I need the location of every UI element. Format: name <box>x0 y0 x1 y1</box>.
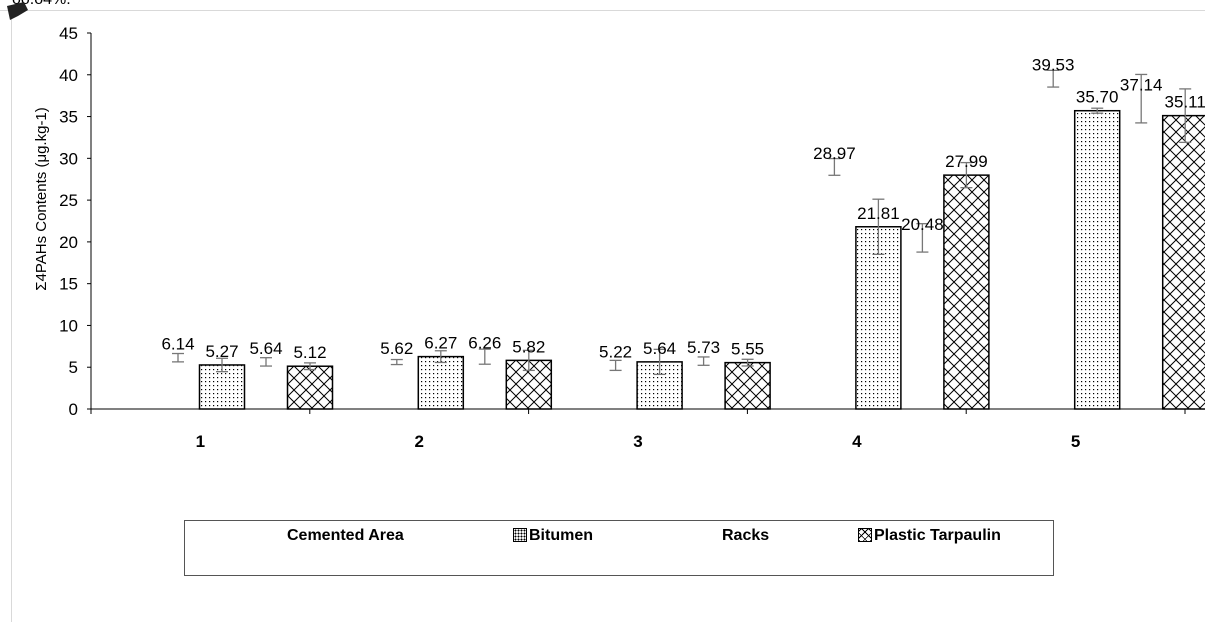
y-tick-label: 40 <box>59 66 78 85</box>
frame-top-border <box>0 10 1205 11</box>
y-tick-label: 25 <box>59 191 78 210</box>
data-label: 35.70 <box>1076 88 1119 107</box>
data-label: 28.97 <box>813 144 856 163</box>
bar-bitumen <box>198 364 246 410</box>
legend-item-bitumen: Bitumen <box>513 527 593 545</box>
bar-plastic-tarpaulin <box>1161 114 1205 410</box>
x-tick-label: 4 <box>852 432 862 451</box>
y-tick-label: 35 <box>59 108 78 127</box>
data-label: 37.14 <box>1120 76 1163 95</box>
bar-plastic-tarpaulin <box>943 174 990 410</box>
bar-cemented-area <box>156 358 201 409</box>
data-label: 5.73 <box>687 338 720 357</box>
data-label: 20.48 <box>901 215 944 234</box>
bar-bitumen <box>855 226 902 410</box>
x-axis: 1 2 3 4 5 <box>90 408 1186 451</box>
y-tick-label: 20 <box>59 233 78 252</box>
legend-item-racks: Racks <box>722 527 769 545</box>
y-tick-label: 5 <box>69 358 78 377</box>
legend-label: Racks <box>722 527 770 544</box>
data-label: 5.64 <box>643 339 676 358</box>
data-label: 6.27 <box>424 334 457 353</box>
data-label: 6.26 <box>468 334 501 353</box>
bar-cemented-area <box>374 362 419 409</box>
data-label: 5.64 <box>249 339 282 358</box>
bar-racks <box>681 361 726 409</box>
y-tick-label: 30 <box>59 149 78 168</box>
bar-cemented-area <box>1031 79 1076 409</box>
data-label: 5.62 <box>380 339 413 358</box>
y-axis-label: Σ4PAHs Contents (μg.kg-1) <box>33 107 50 291</box>
bar-bitumen <box>1073 109 1121 410</box>
bar-racks <box>900 238 945 409</box>
bar-plastic-tarpaulin <box>286 365 334 410</box>
data-label: 5.12 <box>293 343 326 362</box>
bar-bitumen <box>417 355 465 410</box>
y-tick-label: 45 <box>59 24 78 43</box>
data-label: 27.99 <box>945 152 988 171</box>
legend-label: Bitumen <box>529 527 593 544</box>
bar-racks <box>1119 99 1164 409</box>
x-tick-label: 2 <box>414 432 423 451</box>
data-labels-group: 6.14 5.62 5.22 28.97 39.53 5.27 6.27 5.64 21.81 3… <box>161 56 1205 363</box>
data-label: 5.27 <box>205 342 238 361</box>
x-tick-label: 3 <box>633 432 642 451</box>
legend-label: Cemented Area <box>287 527 404 544</box>
bar-plastic-tarpaulin <box>724 361 771 410</box>
legend-item-cemented-area: Cemented Area <box>287 527 404 545</box>
data-label: 21.81 <box>857 204 900 223</box>
frame-left-border <box>11 10 12 622</box>
x-tick-label: 1 <box>196 432 205 451</box>
bar-cemented-area <box>593 365 638 409</box>
bar-chart: Σ4PAHs Contents (μg.kg-1) 05101520253035… <box>33 24 1205 451</box>
data-label: 6.14 <box>161 335 194 354</box>
data-label: 5.82 <box>512 337 545 356</box>
data-label: 5.55 <box>731 340 764 359</box>
legend: Cemented Area Bitumen Racks Plastic Tarp… <box>184 520 1054 576</box>
data-label: 39.53 <box>1032 56 1075 75</box>
y-tick-label: 0 <box>69 400 78 419</box>
legend-item-plastic-tarpaulin: Plastic Tarpaulin <box>858 527 1001 545</box>
legend-label: Plastic Tarpaulin <box>874 527 1001 544</box>
x-tick-label: 5 <box>1071 432 1080 451</box>
bar-racks <box>244 362 289 409</box>
bars-group <box>156 69 1205 410</box>
data-label: 5.22 <box>599 342 632 361</box>
dotted-swatch-icon <box>513 528 527 542</box>
crosshatch-swatch-icon <box>858 528 872 542</box>
data-label: 35.11 <box>1165 93 1205 112</box>
bar-cemented-area <box>812 167 857 409</box>
y-tick-label: 10 <box>59 316 78 335</box>
y-axis: 0 5 10 15 20 25 30 35 40 45 <box>59 24 92 419</box>
cropped-header-text: oo.o4%. <box>12 0 71 9</box>
y-tick-label: 15 <box>59 275 78 294</box>
corner-handle-icon <box>7 2 28 20</box>
